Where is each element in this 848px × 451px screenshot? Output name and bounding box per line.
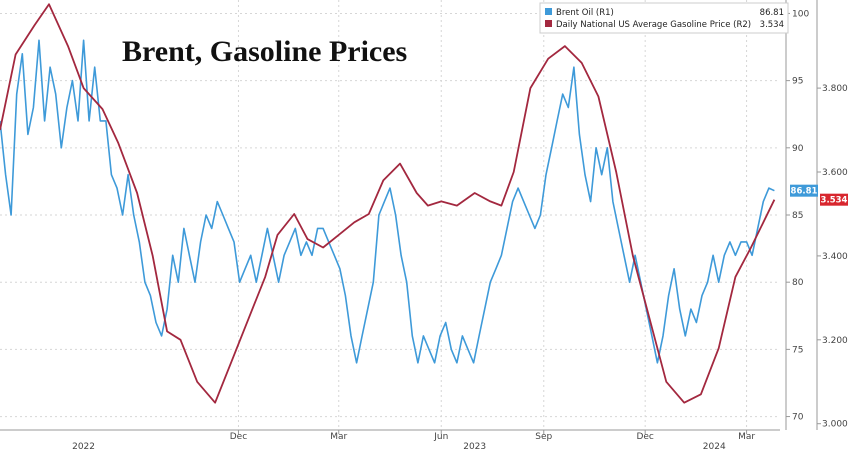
legend-label-gasoline: Daily National US Average Gasoline Price… <box>556 20 751 30</box>
badge-gasoline-text: 3.534 <box>821 196 848 206</box>
y-tick-label-right: 3.200 <box>822 336 848 346</box>
y-tick-label-left: 95 <box>792 77 803 87</box>
x-tick-label: Jun <box>433 432 448 442</box>
x-tick-label: Dec <box>636 432 653 442</box>
last-value-badges: 86.813.534 <box>790 184 848 206</box>
badge-brent-text: 86.81 <box>791 187 818 197</box>
y-tick-label-right: 3.600 <box>822 168 848 178</box>
legend-swatch-brent <box>545 8 552 15</box>
y-tick-label-left: 70 <box>792 413 804 423</box>
legend: Brent Oil (R1) 86.81 Daily National US A… <box>539 2 789 34</box>
y-tick-label-right: 3.000 <box>822 420 848 430</box>
legend-box <box>539 2 789 34</box>
series-layer <box>0 3 776 404</box>
gridlines <box>0 0 780 430</box>
x-year-label: 2023 <box>463 442 486 451</box>
badge-gasoline <box>820 193 848 206</box>
x-tick-label: Mar <box>738 432 755 442</box>
legend-value-gasoline: 3.534 <box>760 20 784 30</box>
legend-value-brent: 86.81 <box>760 8 784 18</box>
x-year-label: 2024 <box>703 442 726 451</box>
x-year-label: 2022 <box>72 442 95 451</box>
y-tick-label-left: 90 <box>792 144 804 154</box>
x-tick-label: Sep <box>535 432 552 442</box>
y-tick-label-left: 85 <box>792 211 803 221</box>
y-tick-label-left: 75 <box>792 345 803 355</box>
y-tick-label-left: 100 <box>792 9 809 19</box>
legend-swatch-gasoline <box>545 20 552 27</box>
x-tick-label: Mar <box>330 432 347 442</box>
badge-brent <box>790 184 818 197</box>
y-tick-label-right: 3.800 <box>822 84 848 94</box>
chart-title: Brent, Gasoline Prices <box>122 35 407 68</box>
series-line-gasoline <box>0 3 776 404</box>
y-tick-label-left: 80 <box>792 278 804 288</box>
legend-label-brent: Brent Oil (R1) <box>556 8 614 18</box>
x-tick-label: Dec <box>230 432 247 442</box>
y-tick-label-right: 3.400 <box>822 252 848 262</box>
